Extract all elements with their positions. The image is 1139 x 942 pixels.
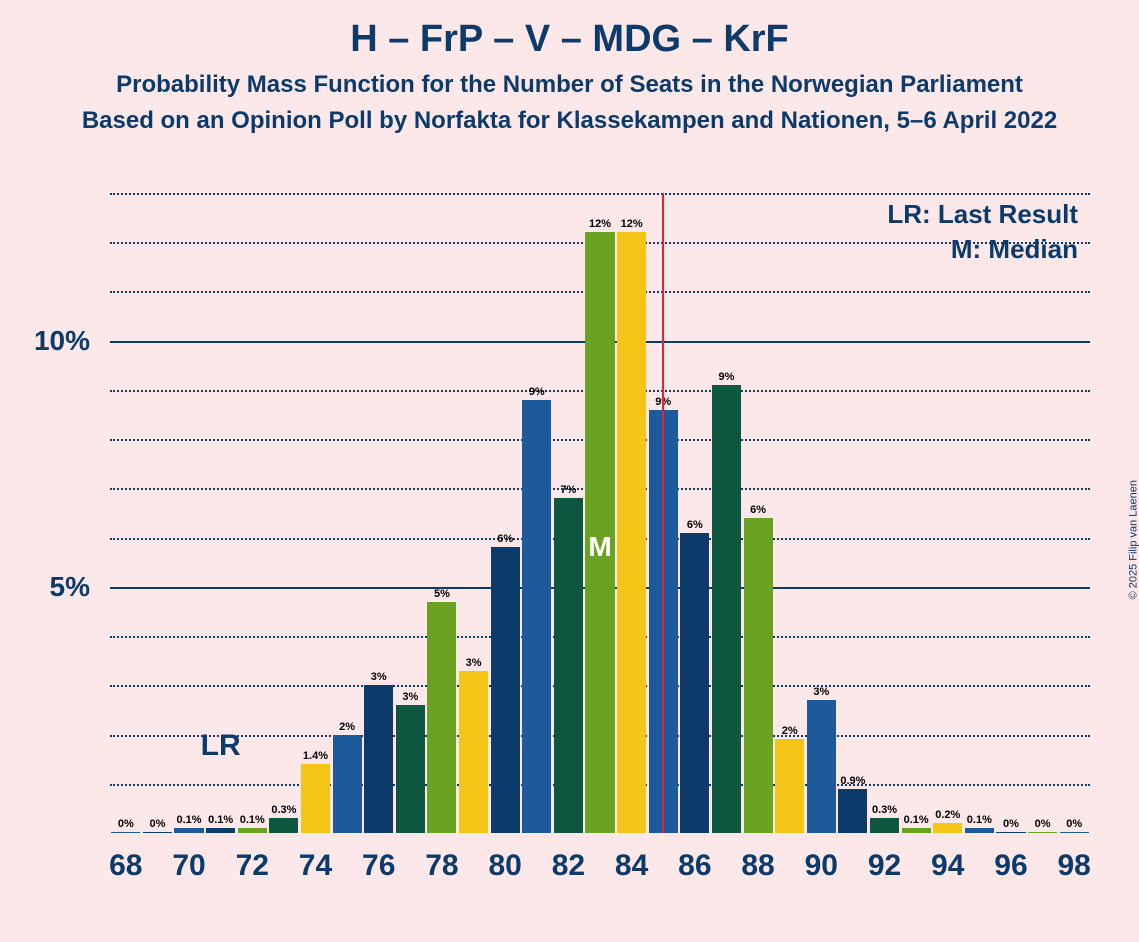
bar-84 — [617, 232, 646, 833]
bar-label-96: 0% — [1003, 818, 1019, 830]
y-axis-label: 10% — [34, 325, 90, 357]
bar-label-73: 0.3% — [271, 804, 296, 816]
bar-70 — [174, 828, 203, 833]
bar-label-78: 5% — [434, 588, 450, 600]
bar-label-74: 1.4% — [303, 750, 328, 762]
bar-label-89: 2% — [782, 725, 798, 737]
bar-72 — [238, 828, 267, 833]
legend-m: M: Median — [887, 234, 1078, 265]
chart-subtitle-1: Probability Mass Function for the Number… — [0, 71, 1139, 99]
bar-80 — [491, 547, 520, 833]
bar-label-87: 9% — [718, 371, 734, 383]
bar-75 — [333, 735, 362, 833]
x-tick-68: 68 — [109, 849, 142, 883]
bar-74 — [301, 764, 330, 833]
x-axis: 68 70 72 74 76 78 80 82 84 86 88 90 92 94 96 98 — [110, 843, 1090, 893]
bar-label-94: 0.2% — [935, 809, 960, 821]
bar-78 — [427, 602, 456, 833]
bar-93 — [902, 828, 931, 833]
bar-label-92: 0.3% — [872, 804, 897, 816]
x-tick-98: 98 — [1058, 849, 1091, 883]
x-tick-88: 88 — [741, 849, 774, 883]
bar-98 — [1060, 832, 1089, 833]
x-tick-86: 86 — [678, 849, 711, 883]
bar-81 — [522, 400, 551, 833]
bar-91 — [838, 789, 867, 833]
bar-69 — [143, 832, 172, 833]
x-tick-80: 80 — [488, 849, 521, 883]
bar-label-98: 0% — [1066, 818, 1082, 830]
bar-82 — [554, 498, 583, 833]
bar-92 — [870, 818, 899, 833]
bar-label-83: 12% — [589, 218, 611, 230]
bar-96 — [996, 832, 1025, 833]
bar-label-86: 6% — [687, 519, 703, 531]
chart-legend: LR: Last Result M: Median — [887, 199, 1078, 269]
bar-label-91: 0.9% — [840, 775, 865, 787]
legend-lr: LR: Last Result — [887, 199, 1078, 230]
bar-71 — [206, 828, 235, 833]
bar-88 — [744, 518, 773, 833]
median-marker: M — [588, 531, 611, 563]
bar-label-97: 0% — [1035, 818, 1051, 830]
x-tick-78: 78 — [425, 849, 458, 883]
bar-label-75: 2% — [339, 721, 355, 733]
x-tick-70: 70 — [172, 849, 205, 883]
bar-label-88: 6% — [750, 504, 766, 516]
bar-86 — [680, 533, 709, 833]
bar-label-71: 0.1% — [208, 814, 233, 826]
bar-label-80: 6% — [497, 533, 513, 545]
bar-label-77: 3% — [402, 691, 418, 703]
bar-label-82: 7% — [560, 484, 576, 496]
bar-89 — [775, 739, 804, 833]
x-tick-76: 76 — [362, 849, 395, 883]
bar-label-72: 0.1% — [240, 814, 265, 826]
x-tick-96: 96 — [994, 849, 1027, 883]
x-tick-92: 92 — [868, 849, 901, 883]
bar-label-84: 12% — [621, 218, 643, 230]
bar-label-81: 9% — [529, 386, 545, 398]
bar-94 — [933, 823, 962, 833]
bar-68 — [111, 832, 140, 833]
median-line — [662, 193, 664, 833]
x-tick-94: 94 — [931, 849, 964, 883]
x-tick-82: 82 — [552, 849, 585, 883]
copyright-text: © 2025 Filip van Laenen — [1127, 480, 1139, 599]
bar-97 — [1028, 832, 1057, 833]
chart-plot-area: 5%10%0%0%0.1%0.1%0.1%0.3%1.4%2%3%3%5%3%6… — [110, 193, 1090, 833]
chart-subtitle-2: Based on an Opinion Poll by Norfakta for… — [0, 107, 1139, 135]
x-tick-72: 72 — [236, 849, 269, 883]
bar-73 — [269, 818, 298, 833]
bar-label-90: 3% — [813, 686, 829, 698]
x-tick-84: 84 — [615, 849, 648, 883]
bar-label-79: 3% — [466, 657, 482, 669]
bar-77 — [396, 705, 425, 833]
bar-90 — [807, 700, 836, 833]
x-tick-74: 74 — [299, 849, 332, 883]
lr-marker: LR — [201, 729, 241, 763]
bar-76 — [364, 685, 393, 833]
x-tick-90: 90 — [805, 849, 838, 883]
bar-79 — [459, 671, 488, 833]
bar-label-69: 0% — [149, 818, 165, 830]
bar-label-76: 3% — [371, 671, 387, 683]
y-axis-label: 5% — [50, 571, 90, 603]
bar-label-95: 0.1% — [967, 814, 992, 826]
chart-title: H – FrP – V – MDG – KrF — [0, 18, 1139, 61]
bar-87 — [712, 385, 741, 833]
bar-label-68: 0% — [118, 818, 134, 830]
bar-label-70: 0.1% — [176, 814, 201, 826]
bar-95 — [965, 828, 994, 833]
bar-label-93: 0.1% — [904, 814, 929, 826]
